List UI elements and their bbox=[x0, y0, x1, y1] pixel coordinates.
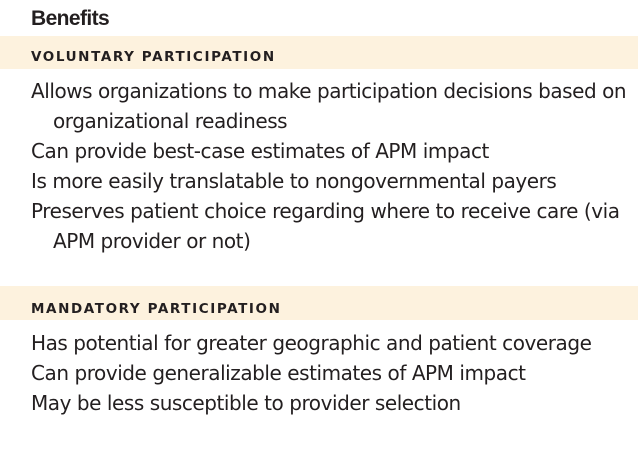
section-heading-mandatory: MANDATORY PARTICIPATION bbox=[31, 301, 282, 317]
list-item: Preserves patient choice regarding where… bbox=[31, 199, 620, 253]
list-item: Has potential for greater geographic and… bbox=[31, 331, 592, 355]
list-voluntary: Allows organizations to make participati… bbox=[31, 76, 631, 256]
section-band-voluntary bbox=[0, 36, 638, 69]
panel-title: Benefits bbox=[31, 7, 110, 30]
section-heading-voluntary: VOLUNTARY PARTICIPATION bbox=[31, 49, 276, 65]
list-item: Allows organizations to make participati… bbox=[31, 79, 627, 133]
list-item: Is more easily translatable to nongovern… bbox=[31, 169, 557, 193]
list-mandatory: Has potential for greater geographic and… bbox=[31, 328, 631, 418]
list-item: Can provide generalizable estimates of A… bbox=[31, 361, 526, 385]
section-band-mandatory bbox=[0, 286, 638, 320]
list-item: Can provide best-case estimates of APM i… bbox=[31, 139, 489, 163]
list-item: May be less susceptible to provider sele… bbox=[31, 391, 461, 415]
